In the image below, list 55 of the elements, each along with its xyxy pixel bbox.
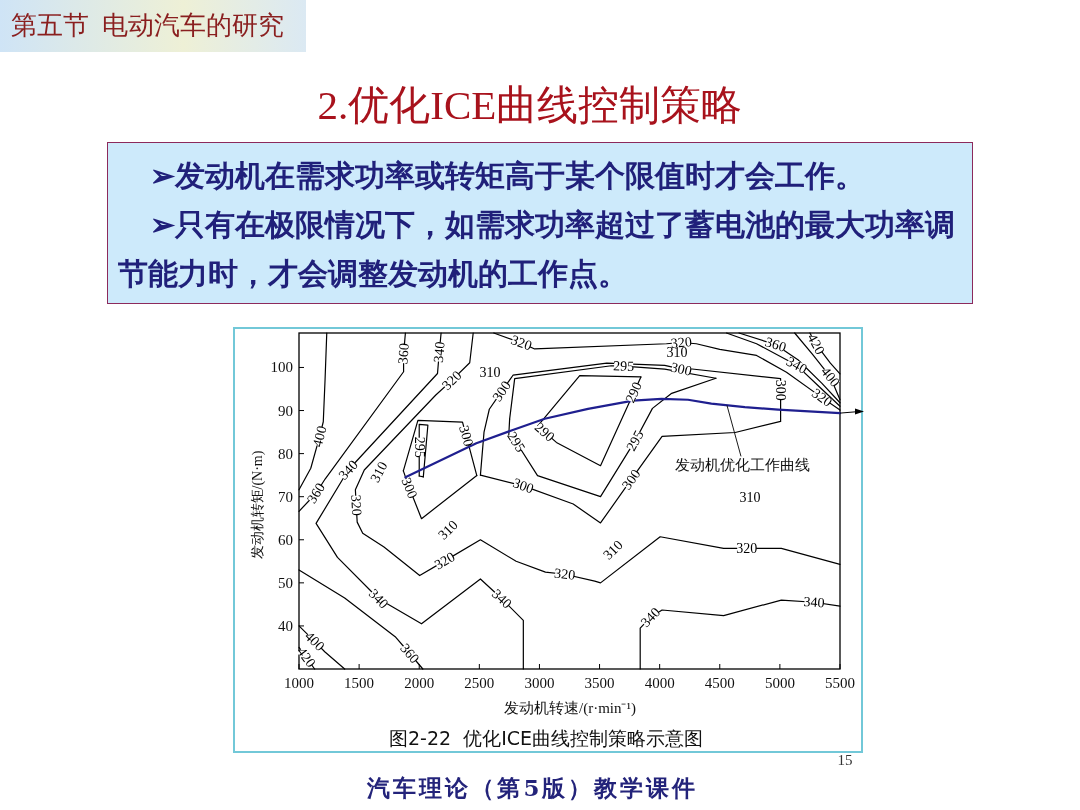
text: 15 bbox=[837, 752, 853, 768]
y-tick-label: 70 bbox=[278, 488, 293, 505]
annotation: 310 bbox=[435, 517, 461, 543]
annotation: 295 bbox=[623, 427, 647, 454]
annotation: 360 bbox=[397, 640, 423, 667]
x-tick-label: 1000 bbox=[284, 675, 314, 691]
annotation: 340 bbox=[637, 604, 664, 631]
annotation: 310 bbox=[739, 489, 761, 505]
annotation: 340 bbox=[365, 586, 392, 612]
text: 第五节 电动汽车的研究 bbox=[0, 0, 306, 52]
annotation: 300 bbox=[619, 466, 644, 493]
annotation: 320 bbox=[508, 332, 534, 354]
annotation: 310 bbox=[600, 537, 626, 563]
annotation: 340 bbox=[489, 586, 515, 612]
annotation: 320 bbox=[439, 367, 465, 394]
x-tick-label: 3000 bbox=[524, 675, 555, 691]
chart-title: 2.优化ICE曲线控制策略 bbox=[316, 81, 744, 130]
x-tick-label: 3500 bbox=[584, 675, 615, 691]
annotation: 320 bbox=[431, 549, 458, 573]
x-tick-label: 4000 bbox=[644, 675, 675, 691]
annotation: 320 bbox=[736, 540, 758, 556]
annotation: 320 bbox=[348, 494, 365, 517]
x-tick-label: 1500 bbox=[344, 675, 375, 691]
annotation: 290 bbox=[622, 379, 645, 406]
annotation: 400 bbox=[818, 364, 843, 390]
y-tick-label: 40 bbox=[278, 617, 293, 634]
x-tick-label: 2000 bbox=[404, 675, 435, 691]
annotation: 320 bbox=[553, 565, 576, 583]
annotation: 290 bbox=[531, 419, 558, 445]
y-tick-label: 50 bbox=[278, 574, 293, 591]
annotation: 295 bbox=[504, 429, 529, 455]
y-axis-title: 发动机转矩/(N·m) bbox=[250, 450, 266, 560]
text: ➢发动机在需求功率或转矩高于某个限值时才会工作。 bbox=[149, 158, 866, 194]
annotation: 340 bbox=[430, 340, 448, 364]
annotation: 300 bbox=[773, 379, 789, 401]
text: 汽车理论（第5版）教学课件 bbox=[366, 774, 699, 801]
x-tick-label: 2500 bbox=[464, 675, 495, 691]
annotation: 360 bbox=[304, 480, 329, 507]
annotation: 发动机优化工作曲线 bbox=[675, 457, 811, 474]
x-tick-label: 5000 bbox=[764, 675, 795, 691]
annotation: 300 bbox=[510, 475, 536, 497]
annotation: 310 bbox=[367, 459, 391, 485]
y-tick-label: 100 bbox=[270, 359, 293, 376]
y-tick-label: 60 bbox=[278, 531, 293, 548]
y-tick-label: 80 bbox=[278, 445, 293, 462]
annotation: 300 bbox=[489, 378, 514, 405]
x-tick-label: 5500 bbox=[825, 675, 855, 691]
annotation: 300 bbox=[398, 475, 421, 501]
annotation: 310 bbox=[479, 364, 501, 380]
annotation: 340 bbox=[335, 457, 361, 483]
caption: 图2-22 优化ICE曲线控制策略示意图 bbox=[388, 727, 704, 749]
x-tick-label: 4500 bbox=[704, 675, 735, 691]
text: ➢只有在极限情况下，如需求功率超过了蓄电池的最大功率调节能力时，才会调整发动机的工作点。 bbox=[118, 207, 956, 292]
x-axis-title: 发动机转速/(r·min⁻¹) bbox=[504, 700, 636, 717]
y-tick-label: 90 bbox=[278, 402, 293, 419]
